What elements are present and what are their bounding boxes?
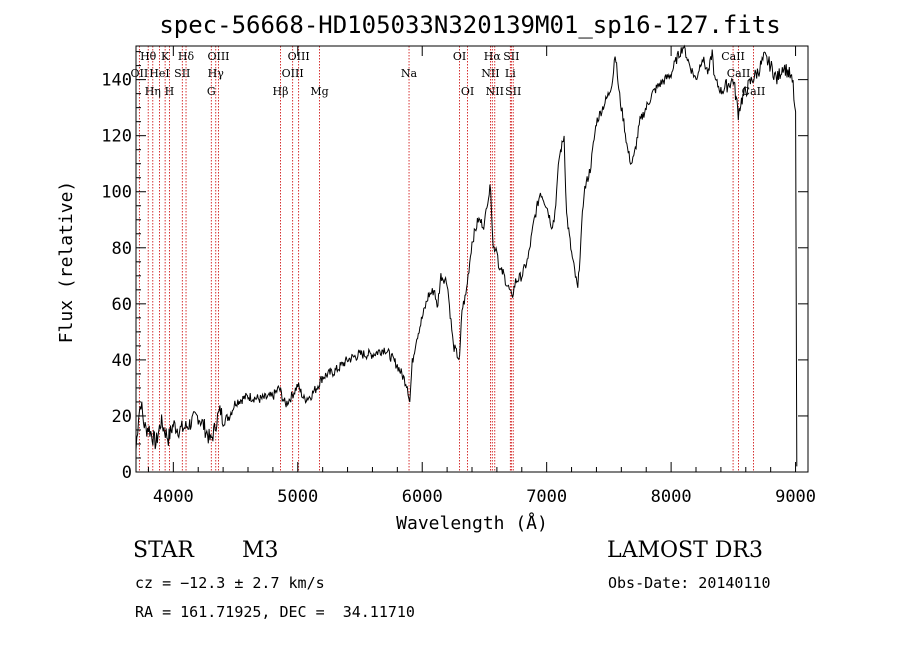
spectral-line-label: Hβ	[273, 85, 289, 98]
spectral-line-label: Hα	[484, 50, 502, 63]
y-tick-label: 120	[101, 127, 132, 147]
sky-coordinates: RA = 161.71925, DEC = 34.11710	[135, 603, 415, 621]
spectral-line-label: H	[165, 85, 175, 98]
object-subclass: M3	[242, 538, 279, 563]
spectral-line-label: OII	[131, 67, 149, 80]
spectral-line-label: NII	[481, 67, 499, 80]
spectral-line-label: G	[207, 85, 216, 98]
y-tick-label: 140	[101, 71, 132, 91]
chart-title: spec-56668-HD105033N320139M01_sp16-127.f…	[159, 11, 780, 39]
spectral-line-label: Hη	[145, 85, 161, 98]
plot-frame	[135, 45, 809, 473]
spectral-line-label: OIII	[288, 50, 310, 63]
spectral-line-label: Li	[505, 67, 516, 80]
spectral-line-label: Hθ	[140, 50, 157, 63]
spectral-line-label: Hδ	[178, 50, 195, 63]
spectral-line-labels: Hθ OII Hη K HeI H SII Hδ OIII Hγ G Hβ OIII OIII Mg Na OI…	[131, 50, 766, 98]
y-tick-label: 100	[101, 183, 132, 203]
spectral-line-label: OI	[453, 50, 466, 63]
x-axis-ticks: 4000 5000 6000 7000 8000 9000	[147, 46, 816, 507]
spectral-line-label: NII	[486, 85, 504, 98]
redshift-cz: cz = −12.3 ± 2.7 km/s	[135, 574, 325, 592]
spectral-line-label: OIII	[207, 50, 229, 63]
spectral-line-label: Hγ	[208, 67, 225, 80]
spectral-line-label: OIII	[282, 67, 304, 80]
y-tick-label: 80	[112, 239, 132, 259]
spectral-line-label: Na	[401, 67, 418, 80]
y-axis-label: Flux (relative)	[56, 181, 77, 344]
survey-name: LAMOST DR3	[607, 538, 763, 563]
y-tick-label: 20	[112, 407, 132, 427]
spectral-line-label: K	[161, 50, 170, 63]
spectral-line-label: CaII	[721, 50, 745, 63]
x-tick-label: 9000	[775, 487, 816, 507]
spectrum-series-line	[135, 44, 798, 467]
spectral-line-label: SII	[174, 67, 190, 80]
x-tick-label: 5000	[277, 487, 318, 507]
object-class: STAR	[133, 538, 194, 563]
spectral-line-label: SII	[505, 85, 521, 98]
y-axis-ticks: 0 20 40 60 80 100 120 140	[101, 51, 808, 483]
y-tick-label: 0	[122, 463, 132, 483]
spectral-line-label: HeI	[149, 67, 169, 80]
x-axis-label: Wavelength (Å)	[396, 512, 548, 534]
x-tick-label: 7000	[526, 487, 567, 507]
y-tick-label: 60	[112, 295, 132, 315]
y-tick-label: 40	[112, 351, 132, 371]
x-tick-label: 8000	[651, 487, 692, 507]
spectral-line-label: SII	[503, 50, 519, 63]
observation-date: Obs-Date: 20140110	[608, 574, 771, 592]
spectral-line-markers	[138, 46, 754, 472]
spectral-line-label: Mg	[310, 85, 328, 98]
x-tick-label: 6000	[402, 487, 443, 507]
spectral-line-label: OI	[461, 85, 474, 98]
spectral-line-label: CaII	[727, 67, 751, 80]
x-tick-label: 4000	[153, 487, 194, 507]
